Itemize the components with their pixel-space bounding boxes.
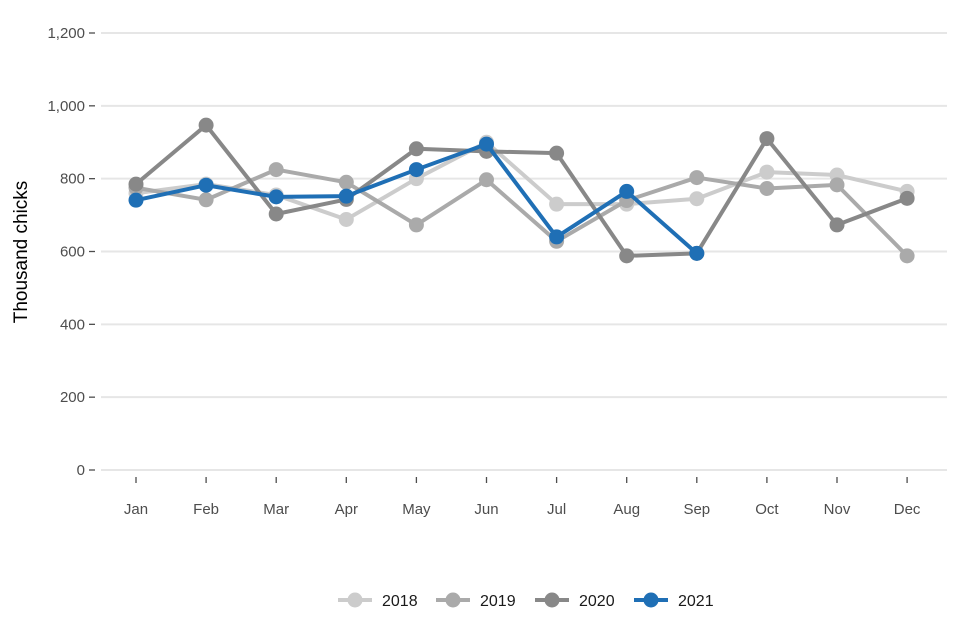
y-tick-label: 600 [60, 244, 85, 261]
data-point-2019 [408, 217, 424, 233]
data-point-2021 [619, 183, 635, 199]
y-tick-label: 200 [60, 389, 85, 406]
data-point-2019 [479, 172, 494, 188]
gridlines [101, 32, 947, 471]
series-lines [128, 117, 915, 264]
data-point-2018 [759, 164, 775, 180]
y-axis: 0 200 400 600 800 1,000 1,200 [47, 25, 95, 479]
data-point-2019 [759, 180, 775, 196]
data-point-2018 [689, 191, 705, 207]
x-tick-label: Oct [755, 501, 779, 518]
x-tick-label: Apr [335, 501, 358, 518]
x-tick-label: Aug [613, 501, 640, 518]
y-axis-title: Thousand chicks [11, 181, 32, 324]
x-tick-label: Dec [894, 501, 921, 518]
legend-item-2021: 2021 [634, 592, 714, 610]
data-point-2021 [689, 245, 705, 261]
legend-marker [347, 592, 363, 608]
x-tick-label: Mar [263, 501, 289, 518]
data-point-2019 [829, 177, 845, 193]
data-point-2020 [198, 117, 214, 133]
x-tick-label: Nov [824, 501, 851, 518]
data-point-2020 [899, 190, 915, 206]
data-point-2019 [268, 162, 284, 178]
y-tick-label: 1,200 [47, 25, 85, 42]
series-2021 [128, 136, 705, 261]
x-tick-label: Jul [547, 501, 566, 518]
data-point-2021 [479, 136, 494, 152]
x-tick-label: Jun [474, 501, 498, 518]
legend-marker [445, 592, 461, 608]
y-tick-label: 800 [60, 171, 85, 188]
x-axis: Jan Feb Mar Apr May Jun Jul Aug Sep Oct Nov Dec [124, 477, 921, 518]
data-point-2021 [338, 188, 354, 204]
legend-item-2018: 2018 [338, 592, 418, 610]
legend: 2018 2019 2020 2021 [338, 592, 714, 610]
x-tick-label: May [402, 501, 431, 518]
data-point-2021 [268, 189, 284, 205]
data-point-2021 [198, 177, 214, 193]
data-point-2020 [408, 141, 424, 157]
data-point-2020 [128, 176, 144, 192]
y-tick-label: 0 [77, 462, 85, 479]
data-point-2020 [619, 248, 635, 264]
data-point-2019 [899, 248, 915, 264]
x-tick-label: Jan [124, 501, 148, 518]
legend-label: 2020 [579, 593, 615, 610]
data-point-2020 [268, 206, 284, 222]
data-point-2020 [759, 131, 775, 147]
data-point-2019 [689, 170, 705, 186]
y-tick-label: 400 [60, 316, 85, 333]
data-point-2021 [408, 162, 424, 178]
legend-item-2020: 2020 [535, 592, 615, 610]
series-line-2020 [134, 123, 908, 258]
data-point-2020 [829, 217, 845, 233]
legend-item-2019: 2019 [436, 592, 516, 610]
data-point-2021 [549, 229, 565, 245]
data-point-2021 [128, 192, 144, 208]
legend-label: 2019 [480, 593, 516, 610]
series-line-2019 [135, 167, 909, 258]
data-point-2020 [549, 145, 565, 161]
data-point-2019 [338, 174, 354, 190]
legend-label: 2021 [678, 593, 714, 610]
legend-label: 2018 [382, 593, 418, 610]
legend-marker [544, 592, 560, 608]
data-point-2018 [549, 196, 565, 212]
data-point-2019 [198, 192, 214, 208]
y-tick-label: 1,000 [47, 98, 85, 115]
x-tick-label: Feb [193, 501, 219, 518]
legend-marker [643, 592, 659, 608]
x-tick-label: Sep [683, 501, 710, 518]
data-point-2018 [338, 211, 354, 227]
